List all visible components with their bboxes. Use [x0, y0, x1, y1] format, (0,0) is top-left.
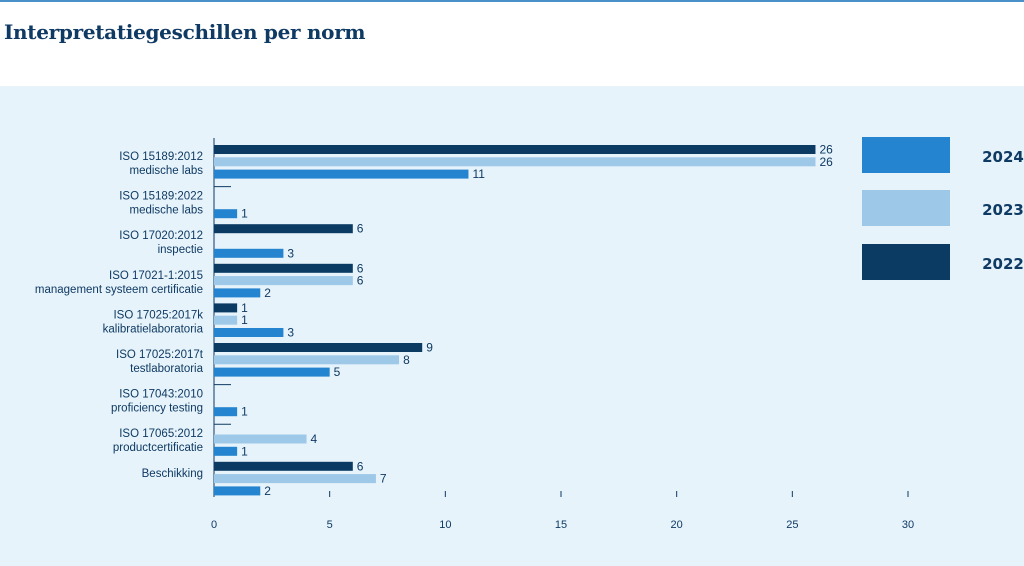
value-label-2024: 2 [264, 286, 271, 300]
bar-2023 [214, 355, 400, 365]
x-tick-label-20: 20 [671, 519, 683, 531]
legend-label-2023: 2023 [982, 201, 1024, 219]
top-rule [0, 0, 1024, 2]
page-title: Interpretatiegeschillen per norm [4, 20, 366, 44]
chart-panel: 0 5 10 15 20 25 30 ISO 15189:2012 medische labs 2… [0, 86, 1024, 566]
bar-2022 [214, 263, 353, 273]
category-sublabel: productcertificatie [113, 442, 203, 454]
bar-2024 [214, 446, 238, 456]
bar-2024 [214, 288, 261, 298]
legend-swatch-2022 [862, 244, 950, 280]
value-label-2024: 1 [241, 405, 248, 419]
category-label: ISO 17043:2010 [119, 389, 203, 401]
legend-swatch-2024 [862, 137, 950, 173]
bar-2023 [214, 315, 238, 325]
bar-2022 [214, 145, 816, 154]
x-tick-label-5: 5 [327, 519, 333, 531]
value-label-2022: 6 [357, 222, 364, 236]
x-tick-label-15: 15 [555, 519, 567, 531]
category-sublabel: testlaboratoria [130, 363, 203, 375]
category-sublabel: management systeem certificatie [35, 284, 203, 296]
value-label-2023: 7 [380, 472, 387, 486]
value-label-2023: 6 [357, 274, 364, 288]
value-label-2024: 5 [334, 365, 341, 379]
legend-swatch-2023 [862, 190, 950, 226]
value-label-2024: 3 [287, 326, 294, 340]
category-sublabel: proficiency testing [111, 403, 203, 415]
value-label-2022: 6 [357, 459, 364, 473]
bar-2024 [214, 209, 238, 219]
legend-label-2024: 2024 [982, 148, 1024, 166]
value-label-2024: 2 [264, 484, 271, 498]
value-label-2022: 1 [241, 301, 248, 315]
category-sublabel: medische labs [129, 165, 203, 177]
category-label: ISO 17020:2012 [119, 230, 203, 242]
bar-2024 [214, 248, 284, 258]
category-label: ISO 17025:2017k [113, 309, 203, 321]
category-label: ISO 15189:2012 [119, 151, 203, 163]
category-label: ISO 15189:2022 [119, 191, 203, 203]
category-sublabel: inspectie [158, 244, 203, 256]
value-label-2023: 4 [311, 432, 318, 446]
bar-2024 [214, 328, 284, 337]
bar-2022 [214, 343, 423, 352]
bar-2024 [214, 367, 330, 377]
category-label: ISO 17065:2012 [119, 428, 203, 440]
category-sublabel: kalibratielaboratoria [103, 323, 204, 335]
bar-2022 [214, 303, 238, 313]
x-tick-label-25: 25 [786, 519, 798, 531]
bar-2024 [214, 169, 469, 179]
category-sublabel: medische labs [129, 205, 203, 217]
bar-2022 [214, 224, 353, 234]
category-label: ISO 17021-1:2015 [109, 270, 203, 282]
x-tick-label-30: 30 [902, 519, 914, 531]
value-label-2023: 1 [241, 313, 248, 327]
bar-2024 [214, 486, 261, 496]
category-label: Beschikking [142, 468, 203, 480]
value-label-2022: 6 [357, 261, 364, 275]
value-label-2024: 1 [241, 444, 248, 458]
value-label-2023: 26 [819, 155, 833, 169]
x-tick-label-0: 0 [211, 519, 217, 531]
x-tick-label-10: 10 [439, 519, 451, 531]
value-label-2024: 11 [472, 167, 485, 181]
bar-2024 [214, 407, 238, 417]
value-label-2022: 9 [426, 341, 433, 355]
bar-2022 [214, 461, 353, 471]
value-label-2024: 3 [287, 246, 294, 260]
bar-2023 [214, 434, 307, 444]
category-label: ISO 17025:2017t [116, 349, 204, 361]
bar-2023 [214, 276, 353, 286]
legend-label-2022: 2022 [982, 255, 1024, 273]
bar-2023 [214, 474, 376, 484]
value-label-2023: 8 [403, 353, 410, 367]
value-label-2024: 1 [241, 207, 248, 221]
bar-2023 [214, 157, 816, 167]
value-label-2022: 26 [819, 143, 833, 157]
